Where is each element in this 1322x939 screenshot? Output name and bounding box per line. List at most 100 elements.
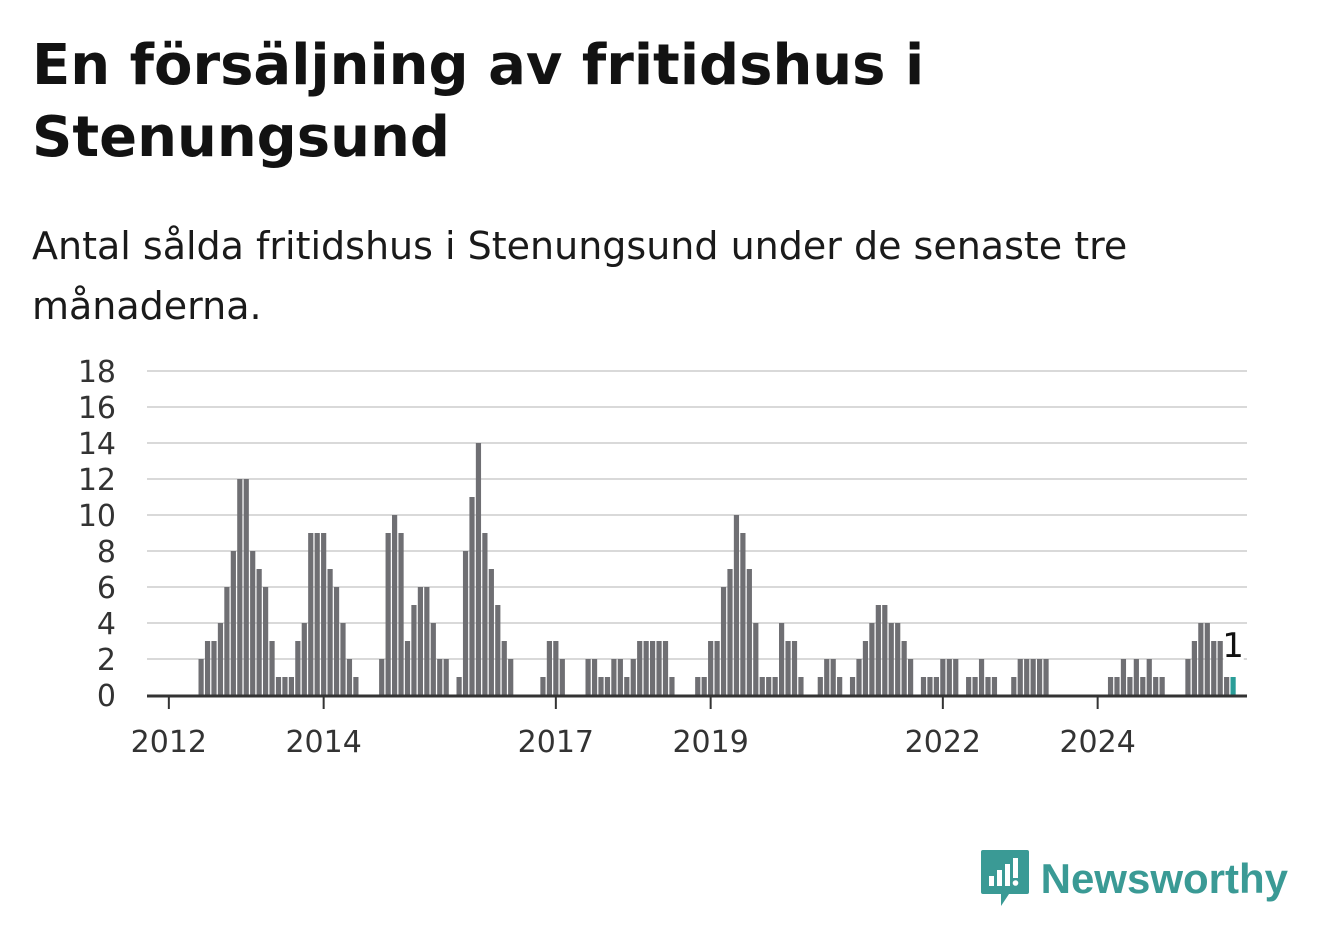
bar: [882, 605, 888, 695]
bar: [624, 677, 630, 695]
bar: [1153, 677, 1159, 695]
bar: [1224, 677, 1230, 695]
bar: [856, 659, 862, 695]
bar: [211, 641, 217, 695]
bar: [379, 659, 385, 695]
bar: [392, 515, 398, 695]
bar: [1217, 641, 1223, 695]
x-tick-label: 2017: [518, 725, 594, 760]
bar: [1127, 677, 1133, 695]
chart-title: En försäljning av fritidshus i Stenungsu…: [32, 33, 925, 170]
bar: [475, 443, 482, 695]
bar: [908, 659, 914, 695]
bar: [546, 641, 552, 695]
bar: [933, 677, 939, 695]
y-tick-label: 0: [97, 679, 116, 714]
x-tick-label: 2022: [905, 725, 981, 760]
bar: [508, 659, 514, 695]
bar: [462, 551, 469, 695]
bar: [1159, 677, 1165, 695]
bar: [656, 641, 662, 695]
bar: [224, 587, 230, 695]
bar: [714, 641, 720, 695]
bar: [940, 659, 946, 695]
bar: [817, 677, 823, 695]
bar: [275, 677, 282, 695]
bar: [611, 659, 617, 695]
bar: [759, 677, 765, 695]
bar: [269, 641, 275, 695]
bar: [1017, 659, 1023, 695]
bar: [417, 587, 423, 695]
newsworthy-logo-text: Newsworthy: [1040, 855, 1288, 902]
bar: [946, 659, 952, 695]
bar: [791, 641, 798, 695]
y-tick-label: 8: [97, 535, 116, 570]
bar: [985, 677, 991, 695]
newsworthy-logo: Newsworthy: [979, 848, 1288, 910]
bar: [333, 587, 340, 695]
bar: [559, 659, 565, 695]
x-tick-label: 2019: [672, 725, 748, 760]
bar: [1024, 659, 1030, 695]
bar: [746, 569, 752, 695]
bar: [1114, 677, 1120, 695]
bar: [966, 677, 972, 695]
bar: [314, 533, 320, 695]
bar: [217, 623, 224, 695]
bar: [662, 641, 669, 695]
bar: [443, 659, 449, 695]
bar: [1037, 659, 1043, 695]
bar: [237, 479, 243, 695]
bar: [1011, 677, 1017, 695]
bar: [772, 677, 778, 695]
bar: [585, 659, 591, 695]
bar: [198, 659, 204, 695]
y-tick-label: 12: [78, 463, 116, 498]
bar: [301, 623, 307, 695]
bar: [701, 677, 707, 695]
highlight-value-label: 1: [1222, 626, 1244, 666]
y-tick-label: 6: [97, 571, 116, 606]
bar: [830, 659, 836, 695]
y-tick-label: 16: [78, 391, 116, 426]
bar: [398, 533, 404, 695]
bar: [1146, 659, 1152, 695]
bar: [869, 623, 875, 695]
bar: [650, 641, 656, 695]
bar: [250, 551, 256, 695]
bar: [766, 677, 772, 695]
x-tick-label: 2024: [1059, 725, 1135, 760]
bar: [204, 641, 211, 695]
bar: [256, 569, 262, 695]
bar: [346, 659, 353, 695]
bar: [385, 533, 391, 695]
y-tick-label: 2: [97, 643, 116, 678]
bar: [895, 623, 901, 695]
bar: [456, 677, 462, 695]
bar: [753, 623, 759, 695]
bar: [540, 677, 546, 695]
bar: [630, 659, 636, 695]
bar: [321, 533, 327, 695]
bar: [430, 623, 436, 695]
bar: [798, 677, 804, 695]
bar: [837, 677, 843, 695]
bar: [230, 551, 236, 695]
newsworthy-logo-icon: [980, 850, 1029, 906]
bar: [901, 641, 907, 695]
bar: [553, 641, 559, 695]
bar: [849, 677, 856, 695]
bar: [991, 677, 998, 695]
bar: [243, 479, 249, 695]
chart-subtitle: Antal sålda fritidshus i Stenungsund und…: [32, 224, 1128, 328]
bar: [1107, 677, 1114, 695]
bar: [282, 677, 288, 695]
bar: [695, 677, 701, 695]
bar: [1211, 641, 1217, 695]
bar: [501, 641, 507, 695]
bar: [604, 677, 611, 695]
bar: [495, 605, 501, 695]
x-tick-label: 2014: [285, 725, 361, 760]
bar: [1043, 659, 1049, 695]
